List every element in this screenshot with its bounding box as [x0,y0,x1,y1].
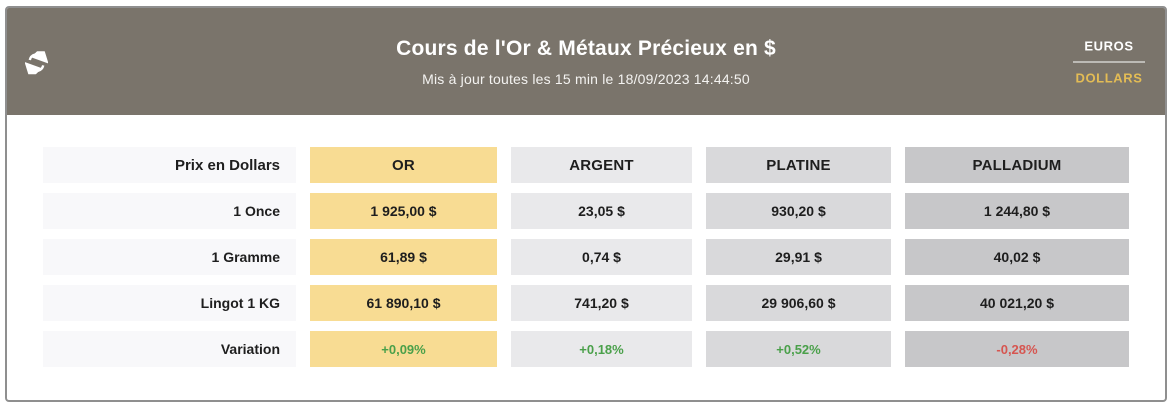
price-gramme-or: 61,89 $ [310,239,497,275]
widget-title: Cours de l'Or & Métaux Précieux en $ [396,36,776,60]
refresh-icon [24,51,48,75]
price-gramme-argent: 0,74 $ [511,239,692,275]
price-once-or: 1 925,00 $ [310,193,497,229]
row-label-once: 1 Once [43,193,296,229]
variation-platine: +0,52% [706,331,891,367]
price-once-palladium: 1 244,80 $ [905,193,1129,229]
variation-argent: +0,18% [511,331,692,367]
row-label-variation: Variation [43,331,296,367]
column-header-argent: ARGENT [511,147,692,183]
price-lingot-palladium: 40 021,20 $ [905,285,1129,321]
table-corner-label: Prix en Dollars [43,147,296,183]
prices-panel: Prix en Dollars OR ARGENT PLATINE PALLAD… [7,115,1165,367]
precious-metals-widget: Cours de l'Or & Métaux Précieux en $ Mis… [5,6,1167,402]
row-label-gramme: 1 Gramme [43,239,296,275]
currency-euros-button[interactable]: EUROS [1073,34,1145,62]
currency-toggle: EUROS DOLLARS [1073,34,1145,89]
price-once-argent: 23,05 $ [511,193,692,229]
row-label-lingot: Lingot 1 KG [43,285,296,321]
widget-header: Cours de l'Or & Métaux Précieux en $ Mis… [7,8,1165,115]
price-once-platine: 930,20 $ [706,193,891,229]
variation-or: +0,09% [310,331,497,367]
price-lingot-argent: 741,20 $ [511,285,692,321]
prices-table: Prix en Dollars OR ARGENT PLATINE PALLAD… [43,147,1131,367]
variation-palladium: -0,28% [905,331,1129,367]
column-header-or: OR [310,147,497,183]
price-lingot-platine: 29 906,60 $ [706,285,891,321]
column-header-platine: PLATINE [706,147,891,183]
price-gramme-palladium: 40,02 $ [905,239,1129,275]
currency-dollars-button[interactable]: DOLLARS [1073,62,1144,89]
column-header-palladium: PALLADIUM [905,147,1129,183]
refresh-button[interactable] [21,48,51,78]
update-status: Mis à jour toutes les 15 min le 18/09/20… [422,70,750,87]
price-lingot-or: 61 890,10 $ [310,285,497,321]
price-gramme-platine: 29,91 $ [706,239,891,275]
